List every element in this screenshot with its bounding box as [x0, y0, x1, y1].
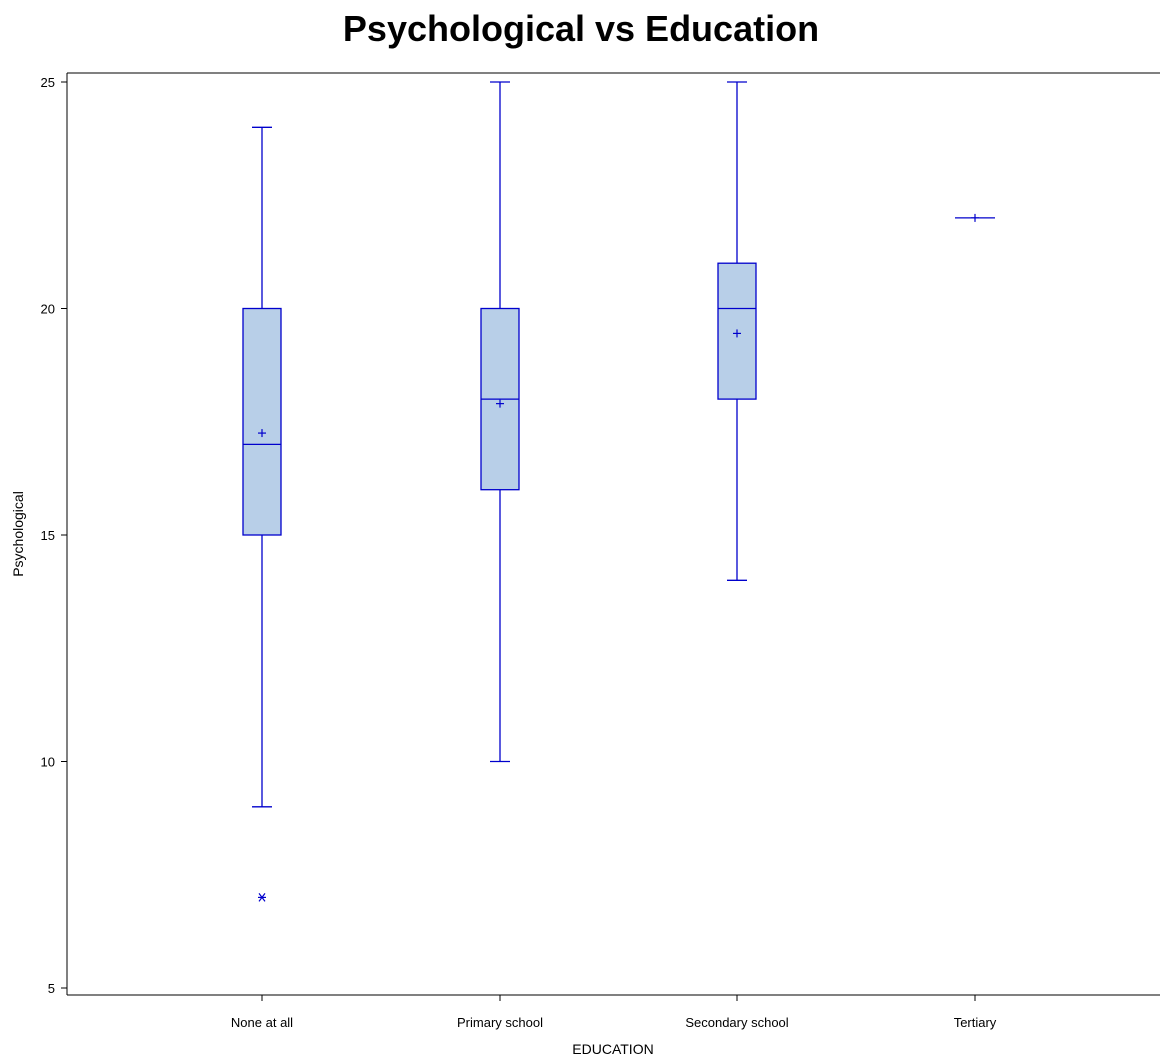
outlier-0	[258, 893, 266, 902]
boxes-layer	[242, 81, 995, 902]
iqr-box	[242, 307, 282, 536]
x-tick-label-1: Primary school	[457, 1015, 543, 1030]
y-tick-label-5: 5	[48, 981, 55, 996]
y-axis: 5 10 15 20 25	[41, 75, 67, 996]
y-tick-label-20: 20	[41, 302, 55, 317]
y-tick-label-10: 10	[41, 755, 55, 770]
box-0	[242, 126, 282, 902]
box-1	[480, 81, 520, 763]
x-axis: None at all Primary school Secondary schoo…	[231, 995, 997, 1030]
x-tick-label-2: Secondary school	[685, 1015, 788, 1030]
y-tick-label-25: 25	[41, 75, 55, 90]
x-tick-label-0: None at all	[231, 1015, 293, 1030]
y-tick-label-15: 15	[41, 528, 55, 543]
box-3	[955, 213, 995, 222]
chart-title: Psychological vs Education	[342, 8, 820, 49]
box-2	[717, 81, 757, 581]
x-tick-label-3: Tertiary	[954, 1015, 997, 1030]
y-axis-title: Psychological	[10, 491, 26, 577]
plot-frame	[66, 72, 1160, 996]
x-axis-title: EDUCATION	[572, 1041, 653, 1057]
